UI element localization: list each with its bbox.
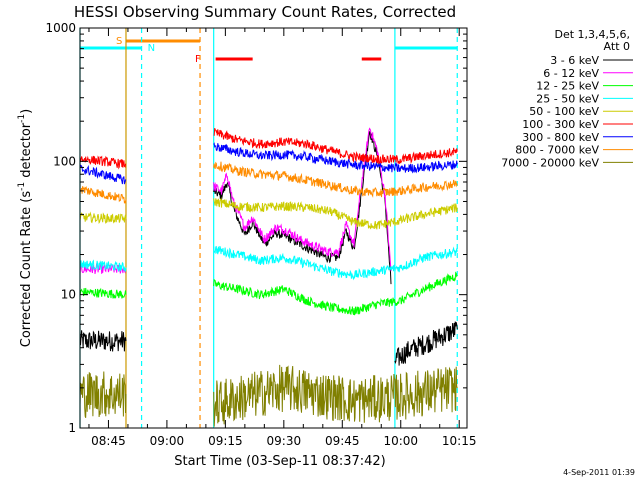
x-axis-label: Start Time (03-Sep-11 08:37:42) (174, 454, 385, 469)
series-7-segment-1 (213, 161, 458, 198)
series-0-segment-2 (394, 321, 458, 366)
series-4 (79, 196, 458, 230)
y-axis-label-end: ) (19, 109, 34, 114)
axis-ticks: 08:45 09:00 09:15 09:30 09:45 10:00 10:15 1 10 10… (45, 21, 476, 448)
series-7-segment-0 (79, 185, 127, 204)
y-axis-label-main: Corrected Count Rate (s (19, 191, 34, 348)
series-5-segment-0 (79, 155, 127, 170)
series-8 (79, 364, 458, 427)
series-8-segment-1 (213, 364, 458, 427)
plot-frame (79, 27, 468, 429)
x-tick-label-4: 09:45 (325, 434, 360, 448)
flare-label: F (195, 54, 201, 65)
legend-label-5: 100 - 300 keV (522, 118, 599, 131)
series-8-segment-0 (79, 371, 127, 418)
x-tick-label-1: 09:00 (150, 434, 185, 448)
series-7 (79, 161, 458, 204)
saa-label: S (116, 36, 122, 47)
legend-title-1: Det 1,3,4,5,6, (554, 28, 630, 41)
legend-label-8: 7000 - 20000 keV (501, 156, 599, 169)
y-tick-label-1: 10 (61, 288, 76, 302)
y-axis-label-sup1: -1 (17, 182, 27, 191)
series-5 (79, 127, 458, 170)
plot-area: S N F (79, 28, 458, 428)
x-tick-label-0: 08:45 (91, 434, 126, 448)
series-1-segment-1 (213, 127, 392, 272)
series-4-segment-1 (213, 196, 458, 230)
series-3-segment-0 (79, 259, 127, 272)
x-tick-label-3: 09:30 (267, 434, 302, 448)
series-6 (79, 142, 458, 185)
y-axis-label: Corrected Count Rate (s-1 detector-1) (17, 109, 34, 347)
series-6-segment-0 (79, 164, 127, 185)
timestamp: 4-Sep-2011 01:39 (563, 468, 635, 477)
x-tick-label-2: 09:15 (208, 434, 243, 448)
night-label: N (148, 43, 155, 54)
legend-label-1: 6 - 12 keV (543, 67, 599, 80)
legend-title-2: Att 0 (604, 40, 630, 53)
chart-title: HESSI Observing Summary Count Rates, Cor… (74, 3, 456, 21)
legend-label-2: 12 - 25 keV (536, 80, 599, 93)
x-tick-label-5: 10:00 (383, 434, 418, 448)
legend-label-3: 25 - 50 keV (536, 92, 599, 105)
legend-label-6: 300 - 800 keV (522, 131, 599, 144)
y-tick-label-2: 100 (53, 154, 76, 168)
series-3-segment-1 (213, 245, 458, 281)
series-2 (79, 271, 458, 316)
series-2-segment-0 (79, 287, 127, 300)
series-6-segment-1 (213, 142, 458, 174)
y-axis-label-sup2: -1 (17, 114, 27, 123)
y-tick-label-0: 1 (68, 421, 76, 435)
legend-label-0: 3 - 6 keV (550, 54, 599, 67)
legend-label-4: 50 - 100 keV (529, 105, 599, 118)
series-0-segment-0 (79, 330, 127, 352)
y-tick-label-3: 1000 (45, 21, 76, 35)
x-tick-label-6: 10:15 (442, 434, 477, 448)
series-4-segment-0 (79, 211, 127, 224)
y-axis-label-mid: detector (19, 122, 34, 182)
series-5-segment-1 (213, 127, 458, 165)
series-3 (79, 245, 458, 281)
series-2-segment-1 (213, 271, 458, 316)
legend-label-7: 800 - 7000 keV (515, 144, 599, 157)
